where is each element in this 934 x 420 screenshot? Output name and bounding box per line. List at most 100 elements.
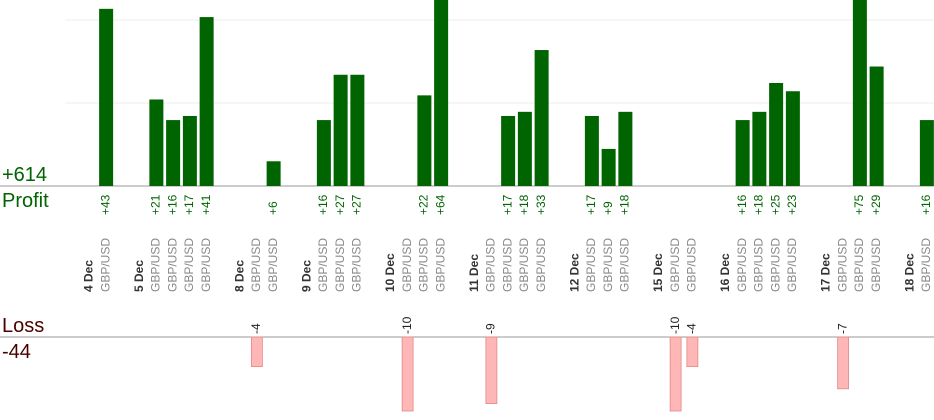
profit-bar xyxy=(199,17,214,186)
pair-label: GBP/USD xyxy=(350,238,364,292)
date-label: 15 Dec xyxy=(651,253,665,292)
profit-bar xyxy=(182,115,197,186)
pair-label: GBP/USD xyxy=(149,238,163,292)
pair-label: GBP/USD xyxy=(735,238,749,292)
loss-bar xyxy=(485,336,498,404)
profit-value-label: +25 xyxy=(768,194,782,215)
date-label: 16 Dec xyxy=(718,253,732,292)
profit-value-label: +6 xyxy=(266,201,280,215)
profit-value-label: +23 xyxy=(785,194,799,215)
profit-value-label: +16 xyxy=(735,194,749,215)
pair-label: GBP/USD xyxy=(785,238,799,292)
profit-value-label: +21 xyxy=(149,194,163,215)
profit-bar xyxy=(166,120,181,186)
profit-value-label: +16 xyxy=(316,194,330,215)
profit-bar xyxy=(584,115,599,186)
profit-bar xyxy=(919,120,934,186)
loss-value-label: -9 xyxy=(484,323,498,334)
profit-bar xyxy=(735,120,750,186)
pair-label: GBP/USD xyxy=(852,238,866,292)
profit-bar xyxy=(266,161,281,186)
pair-label: GBP/USD xyxy=(249,238,263,292)
date-label: 17 Dec xyxy=(819,253,833,292)
pair-label: GBP/USD xyxy=(333,238,347,292)
date-label: 10 Dec xyxy=(383,253,397,292)
profit-total: +614 xyxy=(2,164,48,186)
profit-bar xyxy=(99,8,114,187)
loss-value-label: -10 xyxy=(400,316,414,334)
profit-value-label: +18 xyxy=(752,194,766,215)
loss-bar xyxy=(837,336,850,390)
pair-label: GBP/USD xyxy=(266,238,280,292)
profit-value-label: +16 xyxy=(919,194,933,215)
profit-value-label: +64 xyxy=(433,194,447,215)
profit-value-label: +17 xyxy=(182,194,196,215)
pair-label: GBP/USD xyxy=(584,238,598,292)
pair-label: GBP/USD xyxy=(500,238,514,292)
loss-total: -44 xyxy=(2,341,31,363)
profit-bar xyxy=(316,120,331,186)
profit-bar xyxy=(618,111,633,186)
profit-value-label: +41 xyxy=(199,194,213,215)
profit-value-label: +43 xyxy=(98,194,112,215)
profit-bar xyxy=(149,99,164,186)
profit-bar xyxy=(350,74,365,186)
profit-bar xyxy=(869,66,884,186)
profit-value-label: +27 xyxy=(350,194,364,215)
pair-label: GBP/USD xyxy=(534,238,548,292)
profit-bar xyxy=(785,91,800,186)
pair-label: GBP/USD xyxy=(199,238,213,292)
profit-value-label: +33 xyxy=(534,194,548,215)
loss-bar xyxy=(669,336,682,412)
pair-label: GBP/USD xyxy=(400,238,414,292)
profit-value-label: +17 xyxy=(584,194,598,215)
profit-bar xyxy=(534,50,549,186)
pair-label: GBP/USD xyxy=(618,238,632,292)
loss-bar xyxy=(250,336,263,368)
profit-bar xyxy=(601,148,616,186)
pair-label: GBP/USD xyxy=(869,238,883,292)
pair-label: GBP/USD xyxy=(182,238,196,292)
profit-value-label: +17 xyxy=(500,194,514,215)
date-label: 12 Dec xyxy=(567,253,581,292)
pair-label: GBP/USD xyxy=(433,238,447,292)
loss-value-label: -4 xyxy=(685,323,699,334)
pair-label: GBP/USD xyxy=(517,238,531,292)
profit-value-label: +16 xyxy=(165,194,179,215)
pair-label: GBP/USD xyxy=(668,238,682,292)
profit-bar xyxy=(501,115,516,186)
pair-label: GBP/USD xyxy=(601,238,615,292)
pair-label: GBP/USD xyxy=(752,238,766,292)
pair-label: GBP/USD xyxy=(835,238,849,292)
profit-bar xyxy=(333,74,348,186)
profit-value-label: +22 xyxy=(417,194,431,215)
pair-label: GBP/USD xyxy=(165,238,179,292)
profit-bar xyxy=(417,95,432,186)
pair-label: GBP/USD xyxy=(685,238,699,292)
date-label: 4 Dec xyxy=(82,260,96,292)
profit-bar xyxy=(852,0,867,186)
profit-bar xyxy=(769,83,784,186)
profit-label: Profit xyxy=(2,190,49,212)
pair-label: GBP/USD xyxy=(316,238,330,292)
loss-bar xyxy=(686,336,699,368)
date-label: 9 Dec xyxy=(299,260,313,292)
pair-label: GBP/USD xyxy=(768,238,782,292)
date-label: 8 Dec xyxy=(232,260,246,292)
profit-value-label: +18 xyxy=(517,194,531,215)
profit-bar xyxy=(752,111,767,186)
profit-bar xyxy=(434,0,449,186)
loss-value-label: -7 xyxy=(835,323,849,334)
profit-bar xyxy=(517,111,532,186)
pair-label: GBP/USD xyxy=(98,238,112,292)
loss-value-label: -10 xyxy=(668,316,682,334)
profit-value-label: +29 xyxy=(869,194,883,215)
loss-bar xyxy=(401,336,414,412)
profit-value-label: +75 xyxy=(852,194,866,215)
profit-value-label: +18 xyxy=(618,194,632,215)
date-label: 5 Dec xyxy=(132,260,146,292)
profit-value-label: +9 xyxy=(601,201,615,215)
profit-value-label: +27 xyxy=(333,194,347,215)
date-label: 18 Dec xyxy=(902,253,916,292)
